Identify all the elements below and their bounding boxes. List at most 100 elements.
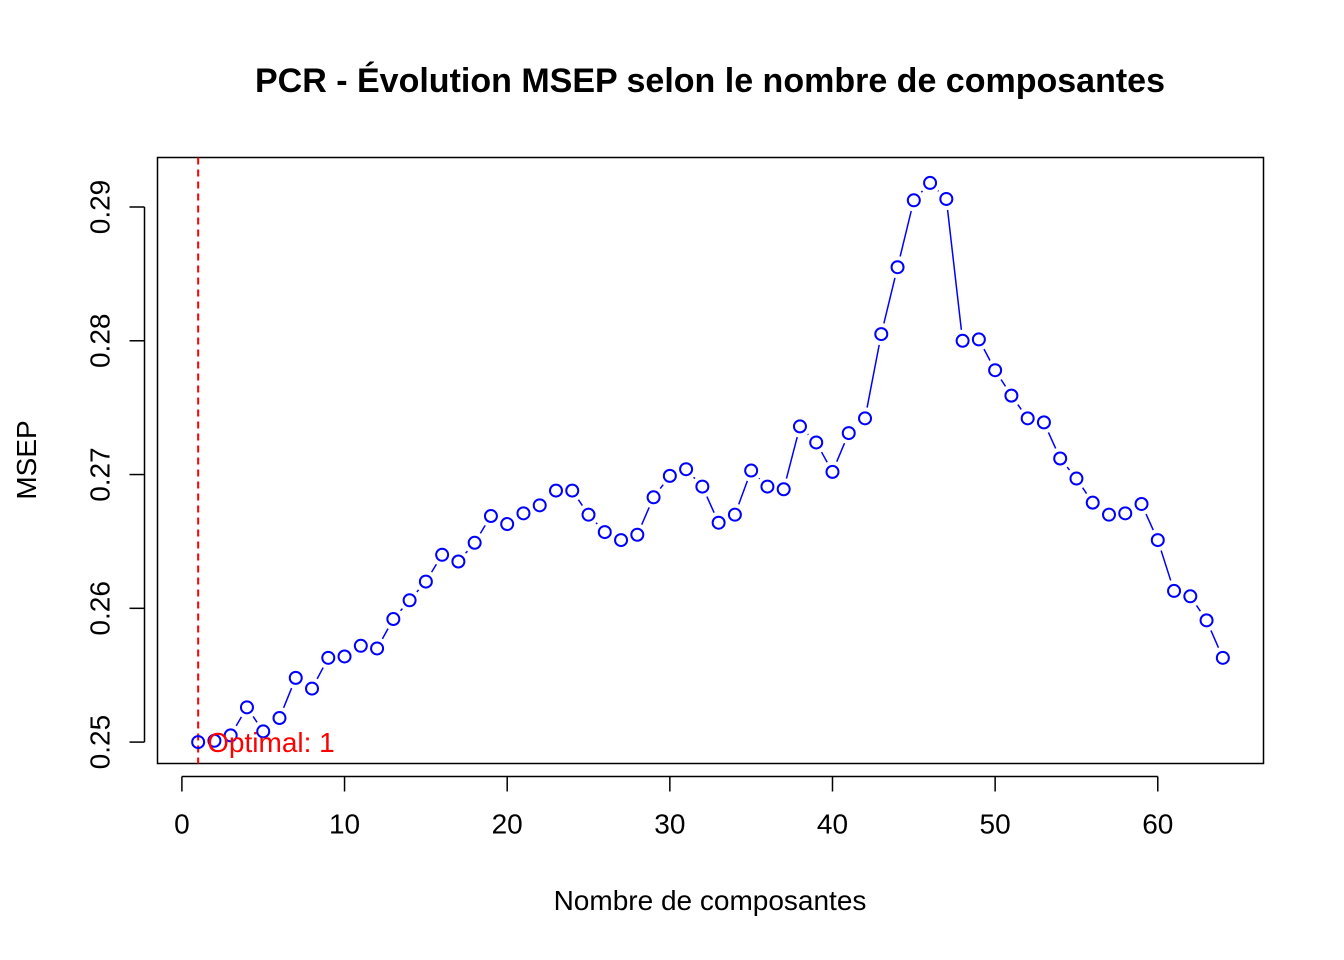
data-point	[939, 191, 954, 206]
data-point	[776, 482, 791, 497]
series-segment	[252, 716, 258, 723]
y-tick-label: 0.29	[85, 180, 116, 235]
data-point	[321, 650, 336, 665]
series-segment	[937, 190, 940, 192]
data-point	[809, 435, 824, 450]
data-point	[988, 363, 1003, 378]
series-segment	[465, 550, 469, 554]
series-points	[191, 175, 1230, 750]
data-point	[890, 260, 905, 275]
data-point	[1199, 613, 1214, 628]
data-point	[451, 554, 466, 569]
y-tick-label: 0.27	[85, 447, 116, 502]
data-point	[971, 332, 986, 347]
data-point	[516, 506, 531, 521]
data-point	[1004, 388, 1019, 403]
data-point	[760, 479, 775, 494]
data-point	[1069, 471, 1084, 486]
series-segment	[1145, 513, 1154, 531]
data-point	[435, 547, 450, 562]
series-segment	[920, 190, 924, 193]
data-point	[548, 483, 563, 498]
data-point	[256, 724, 271, 739]
series-segment	[416, 589, 420, 593]
series-segment	[836, 442, 846, 463]
y-tick-label: 0.26	[85, 581, 116, 636]
series-segment	[737, 480, 749, 505]
x-axis: 0 10 20 30 40 50 60	[174, 775, 1173, 840]
x-tick-label: 50	[980, 809, 1011, 840]
series-segment	[1017, 404, 1022, 410]
data-point	[581, 507, 596, 522]
data-point	[207, 733, 222, 748]
data-point	[711, 515, 726, 530]
series-segment	[866, 344, 880, 408]
series-segment	[1081, 487, 1088, 494]
data-point	[679, 462, 694, 477]
data-point	[337, 649, 352, 664]
series-segment	[1195, 604, 1202, 612]
data-point	[695, 479, 710, 494]
data-point	[370, 641, 385, 656]
plot-frame	[156, 156, 1265, 765]
series-segment	[883, 277, 896, 324]
x-tick-label: 20	[492, 809, 523, 840]
series-segment	[785, 436, 798, 479]
data-point	[597, 525, 612, 540]
series-segment	[595, 522, 598, 525]
data-point	[841, 426, 856, 441]
series-segment	[282, 687, 293, 709]
data-point	[825, 464, 840, 479]
data-point	[1118, 506, 1133, 521]
series-segment	[807, 433, 809, 436]
data-point	[467, 535, 482, 550]
data-point	[500, 517, 515, 532]
series-segment	[946, 209, 963, 330]
series-lines	[235, 190, 1220, 727]
data-point	[792, 419, 807, 434]
data-point	[532, 498, 547, 513]
data-point	[483, 509, 498, 524]
series-segment	[1066, 466, 1071, 471]
data-point	[646, 490, 661, 505]
series-segment	[316, 667, 324, 680]
data-point	[630, 527, 645, 542]
series-segment	[641, 507, 650, 525]
data-point	[955, 333, 970, 348]
data-point	[402, 593, 417, 608]
series-segment	[659, 484, 664, 489]
series-segment	[1047, 432, 1057, 449]
data-point	[1053, 451, 1068, 466]
series-segment	[706, 496, 715, 513]
data-point	[1085, 495, 1100, 510]
data-point	[1215, 650, 1230, 665]
x-tick-label: 40	[817, 809, 848, 840]
data-point	[906, 193, 921, 208]
data-point	[744, 463, 759, 478]
series-segment	[758, 477, 761, 480]
series-segment	[577, 499, 583, 506]
x-tick-label: 30	[654, 809, 685, 840]
series-segment	[820, 451, 828, 463]
data-point	[191, 735, 206, 750]
data-point	[1167, 583, 1182, 598]
series-segment	[381, 628, 389, 640]
y-tick-label: 0.25	[85, 715, 116, 770]
data-point	[1101, 507, 1116, 522]
series-segment	[399, 608, 403, 612]
data-point	[858, 411, 873, 426]
x-tick-label: 10	[329, 809, 360, 840]
data-point	[662, 468, 677, 483]
y-axis-label: MSEP	[11, 420, 42, 499]
series-segment	[983, 348, 991, 361]
data-point	[288, 670, 303, 685]
data-point	[727, 507, 742, 522]
y-axis: 0.25 0.26 0.27 0.28 0.29	[85, 180, 146, 770]
x-tick-label: 60	[1142, 809, 1173, 840]
data-point	[1150, 533, 1165, 548]
series-segment	[1210, 630, 1220, 649]
data-point	[353, 638, 368, 653]
data-point	[386, 612, 401, 627]
series-segment	[235, 716, 243, 727]
data-point	[1036, 415, 1051, 430]
